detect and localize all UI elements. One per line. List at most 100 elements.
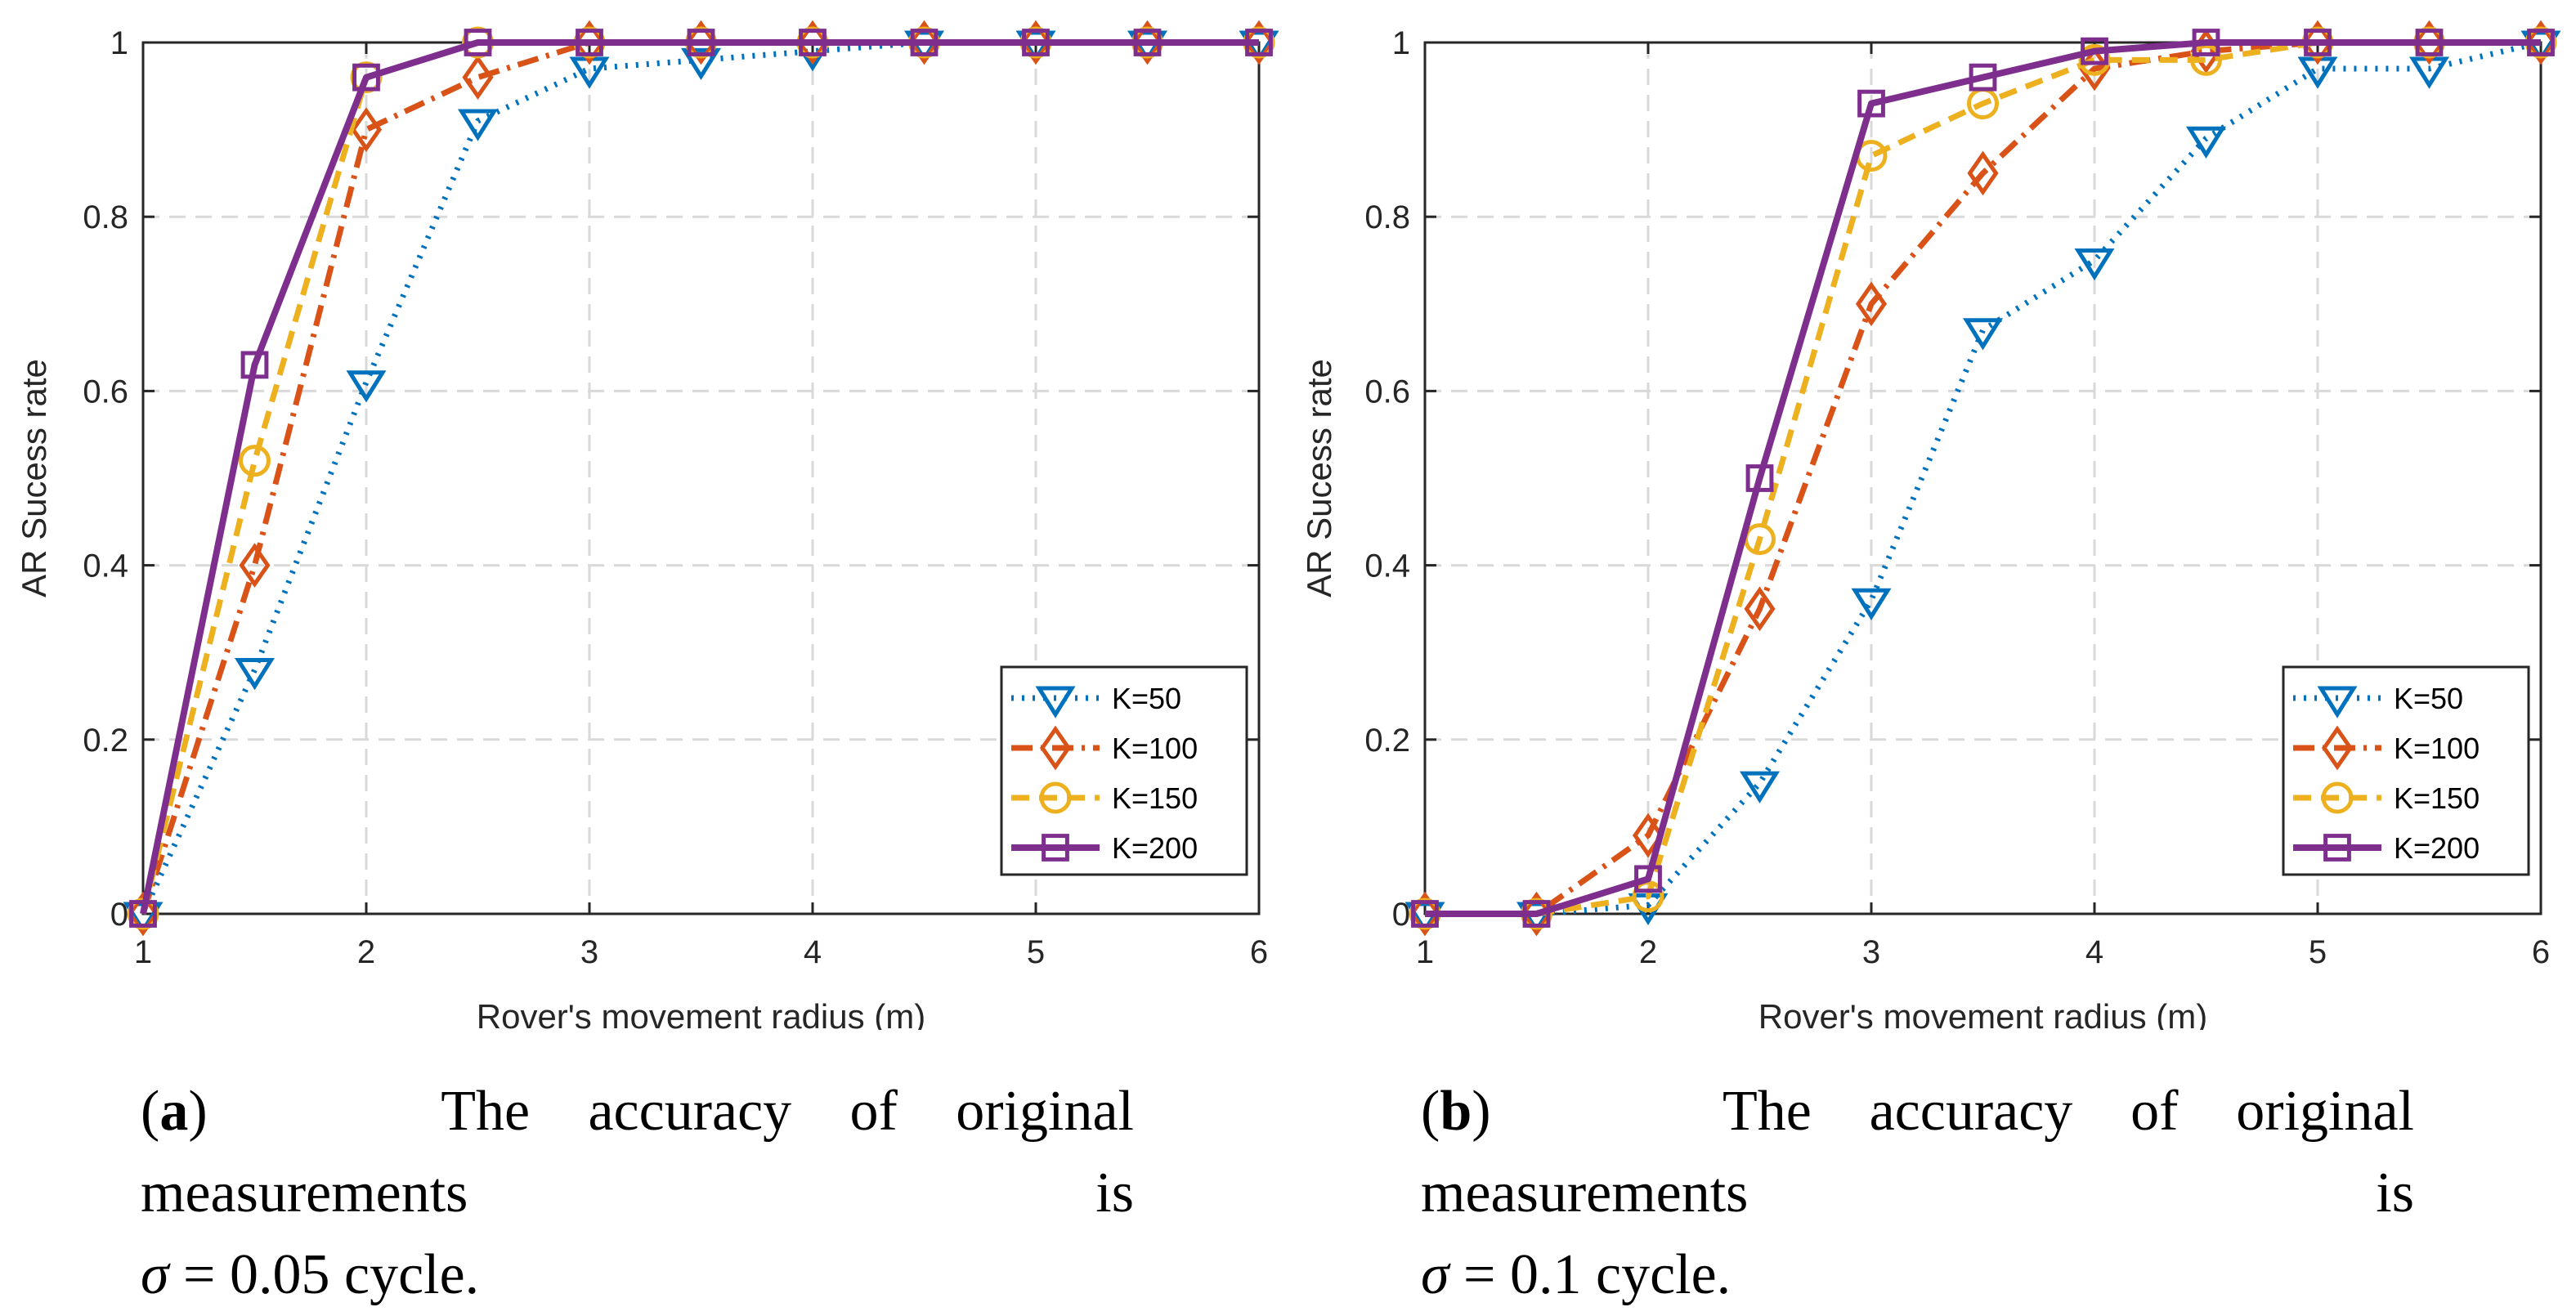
y-tick-label: 0.8 xyxy=(83,199,128,235)
square-marker xyxy=(1133,29,1162,56)
circle-marker xyxy=(2190,43,2222,76)
diamond-marker xyxy=(1409,891,1441,937)
y-tick-label: 0.4 xyxy=(1364,548,1410,584)
square-marker xyxy=(352,63,380,92)
x-tick-label: 1 xyxy=(1416,934,1434,970)
x-axis-label: Rover's movement radius (m) xyxy=(477,997,926,1030)
square-marker xyxy=(2527,29,2555,56)
chart-panel-b: 1 2 3 4 5 6 0 0.2 0.4 0.6 0.8 1 Rover's movement rad… xyxy=(1300,20,2561,1030)
diamond-marker xyxy=(573,20,606,65)
diamond-marker xyxy=(1855,281,1888,327)
x-tick-label: 3 xyxy=(580,934,598,970)
diamond-marker xyxy=(350,107,383,152)
square-marker xyxy=(910,29,939,56)
caption-a-value: 0.05 xyxy=(230,1243,330,1306)
series-K200 xyxy=(129,29,1273,928)
legend-label: K=150 xyxy=(2394,781,2480,815)
series-line xyxy=(1425,39,2541,917)
caption-b-value: 0.1 xyxy=(1510,1243,1582,1306)
square-marker xyxy=(464,29,492,56)
square-marker xyxy=(1411,900,1439,928)
legend-label: K=50 xyxy=(2394,682,2463,715)
square-marker xyxy=(129,900,157,928)
square-marker xyxy=(2415,29,2444,56)
diamond-marker xyxy=(796,20,829,65)
square-marker xyxy=(1634,865,1662,893)
x-tick-label: 5 xyxy=(1027,934,1045,970)
y-tick-label: 1 xyxy=(1392,25,1410,61)
y-tick-label: 0 xyxy=(1392,897,1410,933)
diamond-marker xyxy=(1243,20,1275,65)
square-marker xyxy=(1969,63,1997,92)
x-tick-label: 5 xyxy=(2309,934,2327,970)
series-line xyxy=(140,39,1259,915)
diamond-marker xyxy=(908,20,940,65)
y-tick-label: 0.6 xyxy=(83,374,128,410)
triangle-marker xyxy=(2074,248,2115,281)
caption-b-unit: cycle. xyxy=(1581,1243,1732,1306)
chart-panel-a: 1 2 3 4 5 6 0 0.2 0.4 0.6 0.8 1 Rover's movement rad… xyxy=(15,20,1279,1030)
x-tick-label: 6 xyxy=(2532,934,2550,970)
square-marker xyxy=(799,29,827,56)
triangle-marker xyxy=(1851,588,1892,620)
caption-a: (a) The accuracy of original measurement… xyxy=(141,1080,1134,1306)
caption-b-text: The accuracy of original measurements is xyxy=(1421,1080,2414,1224)
diamond-marker xyxy=(1744,586,1776,632)
series-line xyxy=(1425,39,2542,917)
x-tick-label: 4 xyxy=(2085,934,2103,970)
series-line xyxy=(1425,39,2541,917)
caption-a-unit: cycle. xyxy=(329,1243,480,1306)
caption-b-symbol: σ xyxy=(1421,1243,1449,1306)
legend-a: K=50 K=100 K=150 K=200 xyxy=(1000,665,1248,876)
legend-diamond-marker xyxy=(2321,725,2354,771)
diamond-marker xyxy=(1019,20,1052,65)
legend-circle-marker xyxy=(1039,781,1072,814)
square-marker xyxy=(687,29,715,56)
circle-marker xyxy=(350,61,383,94)
square-marker xyxy=(576,29,603,56)
legend-square-marker xyxy=(1042,834,1069,862)
square-marker xyxy=(1245,29,1273,56)
caption-b-label: b xyxy=(1440,1080,1472,1143)
triangle-marker xyxy=(234,658,276,691)
square-marker xyxy=(2304,29,2332,56)
x-tick-label: 3 xyxy=(1862,934,1880,970)
diamond-marker xyxy=(239,543,271,588)
square-marker xyxy=(1522,900,1551,928)
legend-label: K=200 xyxy=(2394,831,2480,865)
y-tick-label: 0.2 xyxy=(83,723,128,759)
legend-label: K=100 xyxy=(2394,732,2480,765)
square-marker xyxy=(1022,29,1050,56)
circle-marker xyxy=(1632,880,1664,913)
triangle-marker xyxy=(2185,126,2227,159)
y-tick-label: 0.4 xyxy=(83,548,128,584)
y-tick-label: 0.6 xyxy=(1364,374,1410,410)
y-tick-label: 0 xyxy=(110,897,128,933)
triangle-marker xyxy=(346,370,387,403)
diamond-marker xyxy=(127,891,159,937)
series-K100 xyxy=(127,20,1275,937)
legend-label: K=200 xyxy=(1112,831,1198,865)
caption-b: (b) The accuracy of original measurement… xyxy=(1421,1080,2414,1306)
legend-diamond-marker xyxy=(1039,725,1072,771)
square-marker xyxy=(1857,89,1885,118)
x-tick-label: 2 xyxy=(1639,934,1657,970)
legend-square-marker xyxy=(2323,834,2351,862)
x-tick-label: 1 xyxy=(134,934,152,970)
legend-triangle-marker xyxy=(2317,686,2358,718)
legend-label: K=150 xyxy=(1112,781,1198,815)
x-tick-label: 4 xyxy=(804,934,822,970)
y-tick-label: 0.2 xyxy=(1364,723,1410,759)
diamond-marker xyxy=(2301,20,2334,65)
legend-b: K=50 K=100 K=150 K=200 xyxy=(2282,665,2530,876)
y-tick-label: 1 xyxy=(110,25,128,61)
triangle-marker xyxy=(457,109,499,141)
square-marker xyxy=(240,351,269,379)
figure-canvas: 1 2 3 4 5 6 0 0.2 0.4 0.6 0.8 1 Rover's movement rad… xyxy=(15,20,2561,1030)
x-axis-label: Rover's movement radius (m) xyxy=(1758,997,2208,1030)
y-axis-label: AR Sucess rate xyxy=(15,359,53,598)
square-marker xyxy=(1745,464,1774,492)
axes-box-b xyxy=(1423,41,2542,915)
diamond-marker xyxy=(2524,20,2557,65)
diamond-marker xyxy=(1632,812,1664,858)
